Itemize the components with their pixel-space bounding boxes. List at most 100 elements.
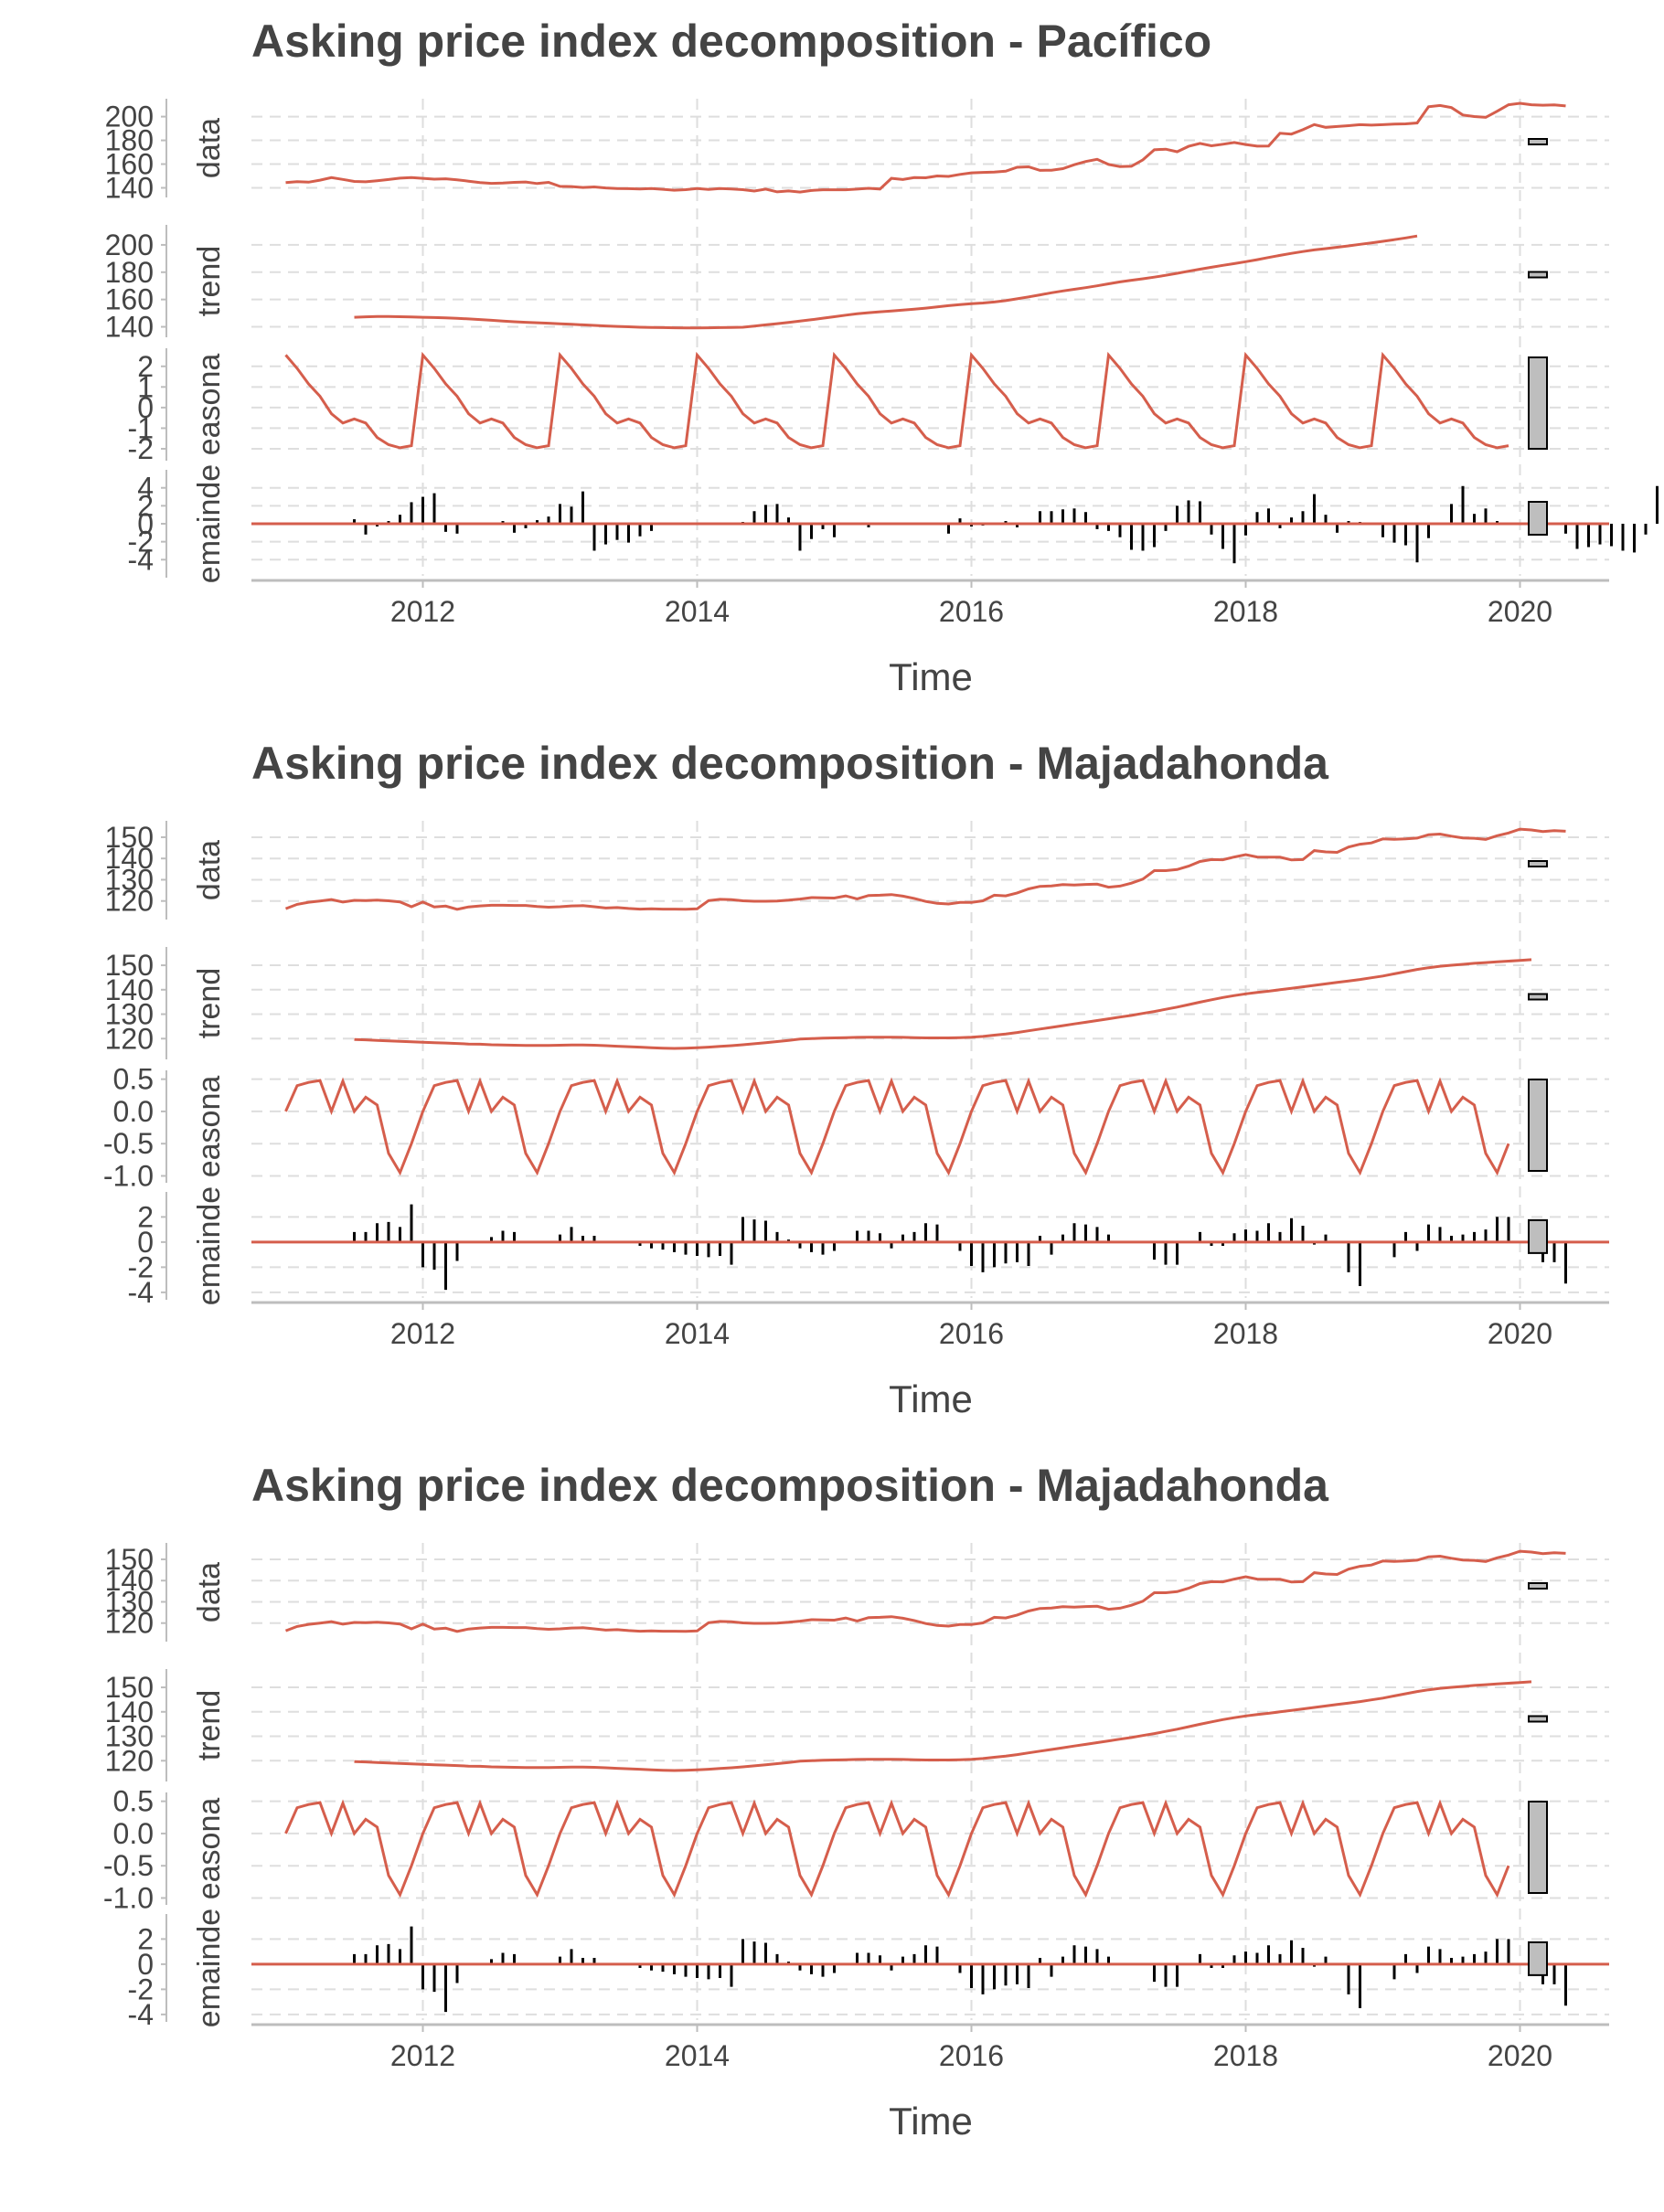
panel-seasonal: -1.0-0.50.00.5 easona <box>103 1063 1609 1192</box>
series-line-trend <box>354 234 1418 330</box>
panel-label: data <box>192 118 227 178</box>
x-tick-label: 2018 <box>1213 1317 1278 1350</box>
x-axis-label: Time <box>889 1377 973 1420</box>
y-tick-label: 130 <box>105 863 154 896</box>
scale-box <box>1528 1079 1548 1172</box>
y-tick-label: 0 <box>137 1948 154 1981</box>
x-tick-label: 2012 <box>390 1317 455 1350</box>
series-line-data <box>284 827 1566 911</box>
x-tick-label: 2012 <box>390 2039 455 2072</box>
panel-label: easona <box>192 1076 227 1178</box>
panel-label: easona <box>192 354 227 456</box>
y-tick-label: 0 <box>137 507 154 540</box>
series-line-seasonal <box>284 1077 1510 1176</box>
y-tick-label: 2 <box>137 489 154 522</box>
panel-label: data <box>192 1562 227 1622</box>
y-tick-label: 0.5 <box>113 1063 154 1096</box>
panel-remainder: -4-202 emainde <box>128 1909 1609 2031</box>
series-line-data <box>285 101 1566 194</box>
scale-box <box>1528 1715 1548 1723</box>
y-tick-label: 200 <box>105 101 154 133</box>
panel-label: data <box>192 840 227 900</box>
y-tick-label: 160 <box>105 283 154 316</box>
y-tick-label: 1 <box>137 370 154 403</box>
y-tick-label: 2 <box>137 1922 154 1955</box>
scale-box <box>1528 271 1548 279</box>
scale-box <box>1528 993 1548 1001</box>
panel-remainder: -4-202 emainde <box>128 1186 1609 1309</box>
x-tick-label: 2018 <box>1213 595 1278 628</box>
y-tick-label: 120 <box>105 1744 154 1777</box>
y-tick-label: 150 <box>105 1671 154 1704</box>
y-tick-label: 0.5 <box>113 1785 154 1818</box>
x-tick-label: 2012 <box>390 595 455 628</box>
scale-box <box>1528 138 1548 145</box>
y-tick-label: 130 <box>105 1585 154 1618</box>
panel-label: trend <box>192 246 227 317</box>
series-line-data <box>284 1549 1566 1633</box>
y-tick-label: 130 <box>105 1720 154 1753</box>
decomposition-chart: Asking price index decomposition - Pacíf… <box>105 16 1659 698</box>
y-tick-label: 150 <box>105 1543 154 1576</box>
y-tick-label: 120 <box>105 1022 154 1055</box>
y-tick-label: 120 <box>105 1607 154 1640</box>
y-tick-label: 120 <box>105 885 154 918</box>
y-tick-label: 200 <box>105 229 154 261</box>
y-tick-label: 2 <box>137 1200 154 1233</box>
series-line-trend <box>354 1680 1532 1772</box>
x-tick-label: 2020 <box>1488 2039 1552 2072</box>
y-tick-label: -2 <box>128 1973 154 2005</box>
scale-box <box>1528 1582 1548 1590</box>
y-tick-label: 140 <box>105 1696 154 1728</box>
y-tick-label: 150 <box>105 949 154 982</box>
series-line-seasonal <box>284 1799 1510 1898</box>
x-tick-label: 2016 <box>939 2039 1004 2072</box>
scale-box <box>1528 1801 1548 1894</box>
y-tick-label: -1.0 <box>103 1881 154 1914</box>
x-tick-label: 2016 <box>939 1317 1004 1350</box>
y-tick-label: 0.0 <box>113 1817 154 1850</box>
y-tick-label: -2 <box>128 1250 154 1283</box>
y-tick-label: 160 <box>105 148 154 181</box>
y-tick-label: 140 <box>105 973 154 1006</box>
scale-box <box>1528 1218 1548 1254</box>
x-tick-label: 2020 <box>1488 595 1552 628</box>
y-tick-label: -4 <box>128 1276 154 1309</box>
panel-label: easona <box>192 1798 227 1900</box>
y-tick-label: 140 <box>105 1564 154 1597</box>
y-tick-label: -2 <box>128 432 154 465</box>
scale-box <box>1528 860 1548 867</box>
y-tick-label: -4 <box>128 1998 154 2031</box>
panel-label: trend <box>192 1690 227 1761</box>
chart-title: Asking price index decomposition - Pacíf… <box>251 16 1211 67</box>
panel-label: emainde <box>192 1186 227 1305</box>
scale-box <box>1528 1941 1548 1976</box>
y-tick-label: -1.0 <box>103 1159 154 1192</box>
y-tick-label: 180 <box>105 124 154 157</box>
series-line-trend <box>354 958 1532 1050</box>
x-tick-label: 2018 <box>1213 2039 1278 2072</box>
decomposition-chart: Asking price index decomposition - Majad… <box>103 738 1609 1420</box>
chart-title: Asking price index decomposition - Majad… <box>251 1460 1329 1511</box>
y-tick-label: 0.0 <box>113 1095 154 1128</box>
series-line-seasonal <box>284 351 1509 450</box>
y-tick-label: -2 <box>128 526 154 558</box>
y-tick-label: -1 <box>128 411 154 444</box>
y-tick-label: -0.5 <box>103 1127 154 1160</box>
y-tick-label: -4 <box>128 543 154 576</box>
x-tick-label: 2020 <box>1488 1317 1552 1350</box>
panel-label: emainde <box>192 464 227 583</box>
panel-label: trend <box>192 968 227 1039</box>
scale-box <box>1528 356 1548 450</box>
y-tick-label: 0 <box>137 1226 154 1259</box>
x-axis-label: Time <box>889 655 973 698</box>
y-tick-label: 140 <box>105 172 154 205</box>
